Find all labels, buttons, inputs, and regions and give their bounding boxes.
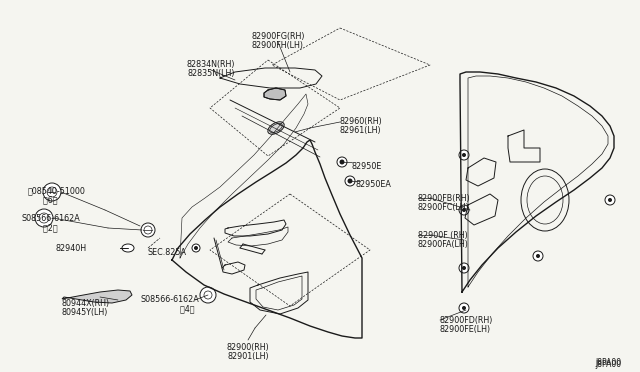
Text: 82900FA(LH): 82900FA(LH) — [418, 240, 469, 249]
Text: S08566-6162A: S08566-6162A — [141, 295, 200, 304]
Circle shape — [462, 306, 466, 310]
Polygon shape — [264, 88, 286, 100]
Circle shape — [43, 183, 61, 201]
Text: 82961(LH): 82961(LH) — [340, 126, 381, 135]
Text: J8PA00: J8PA00 — [596, 358, 622, 367]
Circle shape — [459, 263, 469, 273]
Circle shape — [536, 254, 540, 258]
Text: 82900FG(RH): 82900FG(RH) — [252, 32, 305, 41]
Text: 82900FB(RH): 82900FB(RH) — [418, 194, 471, 203]
Text: 82900F (RH): 82900F (RH) — [418, 231, 468, 240]
Circle shape — [192, 244, 200, 252]
Circle shape — [200, 287, 216, 303]
Text: 82950E: 82950E — [352, 162, 382, 171]
Text: 80944X(RH): 80944X(RH) — [62, 299, 110, 308]
Text: S08566-6162A: S08566-6162A — [22, 214, 81, 223]
Text: I: I — [50, 188, 52, 194]
Text: ＜2＞: ＜2＞ — [38, 223, 58, 232]
Text: 80945Y(LH): 80945Y(LH) — [62, 308, 108, 317]
Circle shape — [605, 195, 615, 205]
Circle shape — [141, 223, 155, 237]
Ellipse shape — [122, 244, 134, 252]
Ellipse shape — [268, 122, 284, 134]
Text: 82900FE(LH): 82900FE(LH) — [440, 325, 491, 334]
Circle shape — [339, 160, 344, 164]
Text: 82900(RH): 82900(RH) — [227, 343, 269, 352]
Text: 82940H: 82940H — [55, 244, 86, 253]
Text: 82834N(RH): 82834N(RH) — [187, 60, 236, 69]
Circle shape — [459, 303, 469, 313]
Circle shape — [459, 150, 469, 160]
Polygon shape — [62, 290, 132, 303]
Text: 82901(LH): 82901(LH) — [227, 352, 269, 361]
Circle shape — [462, 153, 466, 157]
Circle shape — [337, 157, 347, 167]
Circle shape — [459, 205, 469, 215]
Text: 82835N(LH): 82835N(LH) — [188, 69, 235, 78]
Circle shape — [462, 208, 466, 212]
Text: 82900FH(LH): 82900FH(LH) — [252, 41, 304, 50]
Circle shape — [348, 179, 353, 183]
Circle shape — [608, 198, 612, 202]
Text: ＜6＞: ＜6＞ — [38, 195, 58, 204]
Text: ＜4＞: ＜4＞ — [175, 304, 195, 313]
Text: 82900FD(RH): 82900FD(RH) — [440, 316, 493, 325]
Circle shape — [35, 209, 53, 227]
Text: 82900FC(LH): 82900FC(LH) — [418, 203, 470, 212]
Text: 82960(RH): 82960(RH) — [340, 117, 383, 126]
Circle shape — [462, 266, 466, 270]
Circle shape — [194, 246, 198, 250]
Text: 82950EA: 82950EA — [356, 180, 392, 189]
Text: Ⓐ08540-51000: Ⓐ08540-51000 — [28, 186, 86, 195]
Circle shape — [345, 176, 355, 186]
Text: J8PA00: J8PA00 — [596, 360, 622, 369]
Circle shape — [533, 251, 543, 261]
Text: SEC.825A: SEC.825A — [148, 248, 187, 257]
